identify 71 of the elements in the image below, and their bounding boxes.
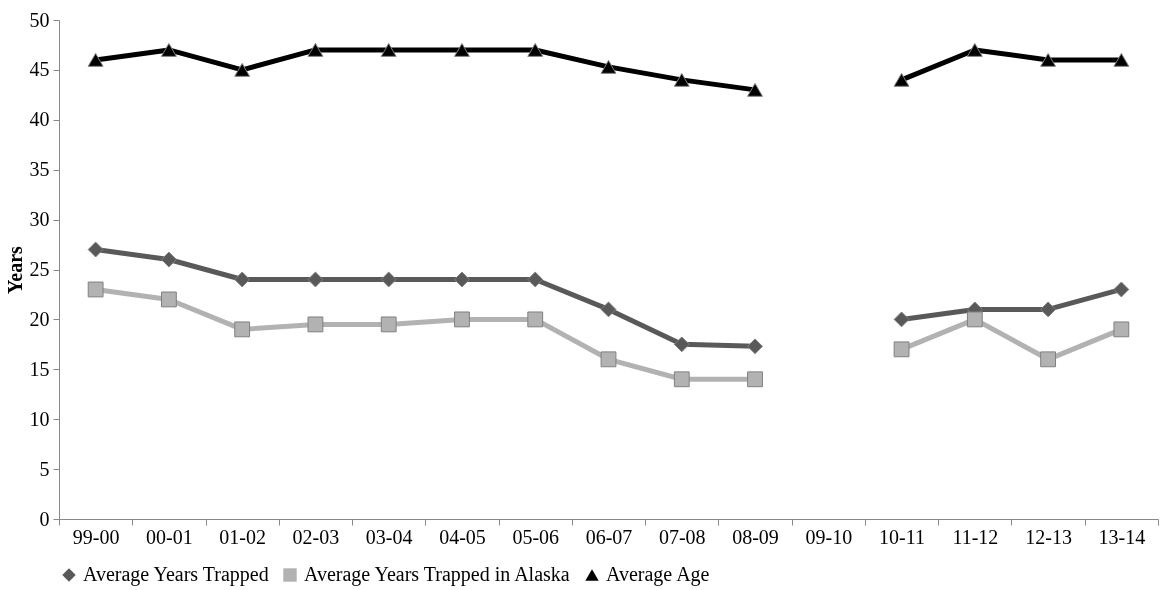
- y-tick-label: 35: [29, 158, 50, 181]
- point: [380, 316, 397, 333]
- point: [673, 72, 690, 87]
- x-tick-label: 09-10: [805, 525, 853, 548]
- point: [1040, 301, 1057, 318]
- y-tick-label: 25: [29, 258, 50, 280]
- x-tick-label: 02-03: [292, 525, 340, 548]
- y-tick-label: 15: [29, 357, 50, 380]
- y-tick-label: 20: [29, 307, 50, 330]
- x-tick-label: 11-12: [952, 525, 999, 548]
- point: [380, 271, 397, 288]
- point: [454, 311, 470, 328]
- x-tick-label: 06-07: [585, 525, 633, 548]
- point: [454, 43, 470, 57]
- y-tick-label: 30: [29, 208, 50, 231]
- point: [747, 82, 763, 97]
- y-tick-label: 40: [29, 108, 50, 131]
- point: [527, 271, 544, 288]
- point: [1040, 53, 1057, 67]
- x-tick-label: 07-08: [658, 525, 706, 548]
- point: [234, 62, 251, 77]
- point: [673, 336, 690, 353]
- point: [673, 371, 690, 388]
- x-tick-label: 12-13: [1025, 525, 1072, 548]
- y-tick-label: 5: [39, 457, 50, 480]
- legend-label: Average Years Trapped: [83, 563, 269, 586]
- x-tick-label: 99-00: [72, 525, 120, 548]
- point: [160, 43, 177, 57]
- point: [234, 271, 251, 288]
- point: [1040, 351, 1057, 368]
- point: [380, 43, 397, 57]
- point: [600, 301, 617, 318]
- point: [454, 271, 470, 288]
- point: [966, 311, 983, 328]
- point: [527, 43, 544, 57]
- point: [893, 341, 910, 358]
- point: [600, 351, 617, 368]
- legend-label: Average Years Trapped in Alaska: [304, 563, 570, 586]
- x-tick-label: 00-01: [146, 525, 193, 548]
- point: [87, 241, 104, 258]
- point: [1113, 321, 1130, 338]
- point: [747, 338, 763, 355]
- point: [307, 316, 324, 333]
- y-tick-label: 50: [29, 8, 50, 31]
- y-tick-label: 10: [29, 407, 50, 430]
- point: [527, 311, 544, 328]
- point: [234, 321, 251, 338]
- x-tick-label: 04-05: [439, 525, 486, 548]
- y-tick-label: 0: [39, 507, 50, 530]
- x-tick-label: 10-11: [879, 525, 926, 548]
- point: [893, 311, 910, 328]
- x-tick-label: 13-14: [1098, 525, 1146, 548]
- point: [893, 72, 910, 87]
- point: [87, 53, 104, 67]
- point: [1113, 281, 1130, 298]
- y-tick-label: 45: [29, 58, 50, 81]
- point: [307, 271, 324, 288]
- x-tick-label: 08-09: [732, 525, 779, 548]
- point: [307, 43, 324, 57]
- y-axis-title: Years: [3, 245, 26, 294]
- x-tick-label: 03-04: [365, 525, 413, 548]
- point: [160, 291, 177, 308]
- x-tick-label: 05-06: [512, 525, 560, 548]
- point: [966, 43, 983, 57]
- x-tick-label: 01-02: [219, 525, 266, 548]
- point: [160, 251, 177, 268]
- legend-label: Average Age: [606, 563, 710, 586]
- point: [600, 59, 617, 74]
- point: [1113, 53, 1130, 67]
- point: [747, 371, 763, 388]
- point: [87, 281, 104, 298]
